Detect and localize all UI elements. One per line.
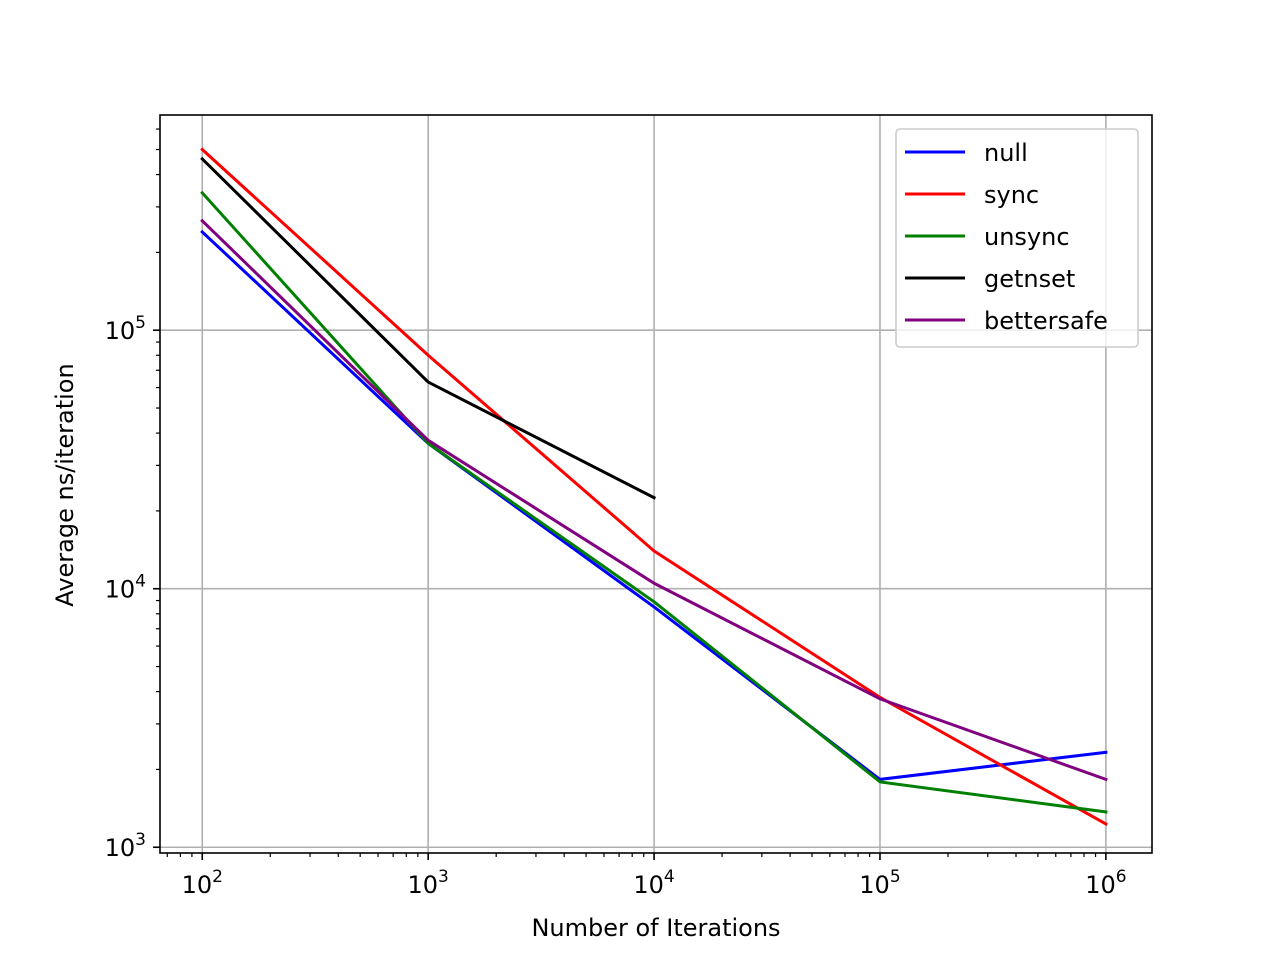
series-line-getnset xyxy=(200,156,657,500)
y-tick-label: 103 xyxy=(105,830,146,862)
legend-label-null: null xyxy=(984,139,1028,167)
minor-ticks xyxy=(156,128,1097,857)
y-tick-label-exponent: 3 xyxy=(135,830,146,850)
series-line-bettersafe xyxy=(200,218,1108,782)
legend-label-bettersafe: bettersafe xyxy=(984,307,1108,335)
series-line-sync xyxy=(200,147,1108,827)
x-tick-label-exponent: 4 xyxy=(664,867,675,887)
legend-entries: null sync unsync getnset bettersafe xyxy=(905,139,1108,335)
legend-label-unsync: unsync xyxy=(984,223,1070,251)
x-tick-label-base: 10 xyxy=(1085,871,1116,899)
y-tick-label-exponent: 4 xyxy=(135,572,146,592)
x-tick-label: 102 xyxy=(182,867,223,899)
series-line-unsync xyxy=(200,190,1108,814)
series-line-null xyxy=(200,229,1108,781)
plot-frame xyxy=(159,114,1153,854)
y-tick-label-base: 10 xyxy=(105,576,136,604)
major-ticks xyxy=(153,329,1107,860)
x-tick-label-exponent: 5 xyxy=(890,867,901,887)
legend-label-sync: sync xyxy=(984,181,1039,209)
x-tick-label-exponent: 6 xyxy=(1116,867,1127,887)
y-tick-label: 104 xyxy=(105,572,146,604)
x-tick-label: 105 xyxy=(859,867,900,899)
x-tick-label-base: 10 xyxy=(859,871,890,899)
y-tick-label: 105 xyxy=(105,313,146,345)
x-tick-labels: 102 103 104 105 106 xyxy=(182,867,1127,899)
x-tick-label-base: 10 xyxy=(182,871,213,899)
x-axis-label: Number of Iterations xyxy=(531,914,780,942)
x-tick-label: 103 xyxy=(407,867,448,899)
y-tick-label-exponent: 5 xyxy=(135,313,146,333)
x-tick-label: 106 xyxy=(1085,867,1126,899)
x-tick-label-exponent: 3 xyxy=(438,867,449,887)
data-series xyxy=(200,147,1108,827)
x-tick-label-base: 10 xyxy=(633,871,664,899)
x-tick-label-exponent: 2 xyxy=(212,867,223,887)
y-axis-label: Average ns/iteration xyxy=(51,363,79,606)
legend: null sync unsync getnset bettersafe xyxy=(895,128,1139,348)
x-tick-label-base: 10 xyxy=(407,871,438,899)
legend-box xyxy=(895,128,1139,348)
legend-label-getnset: getnset xyxy=(984,265,1075,293)
x-tick-label: 104 xyxy=(633,867,674,899)
y-tick-label-base: 10 xyxy=(105,834,136,862)
y-tick-label-base: 10 xyxy=(105,317,136,345)
